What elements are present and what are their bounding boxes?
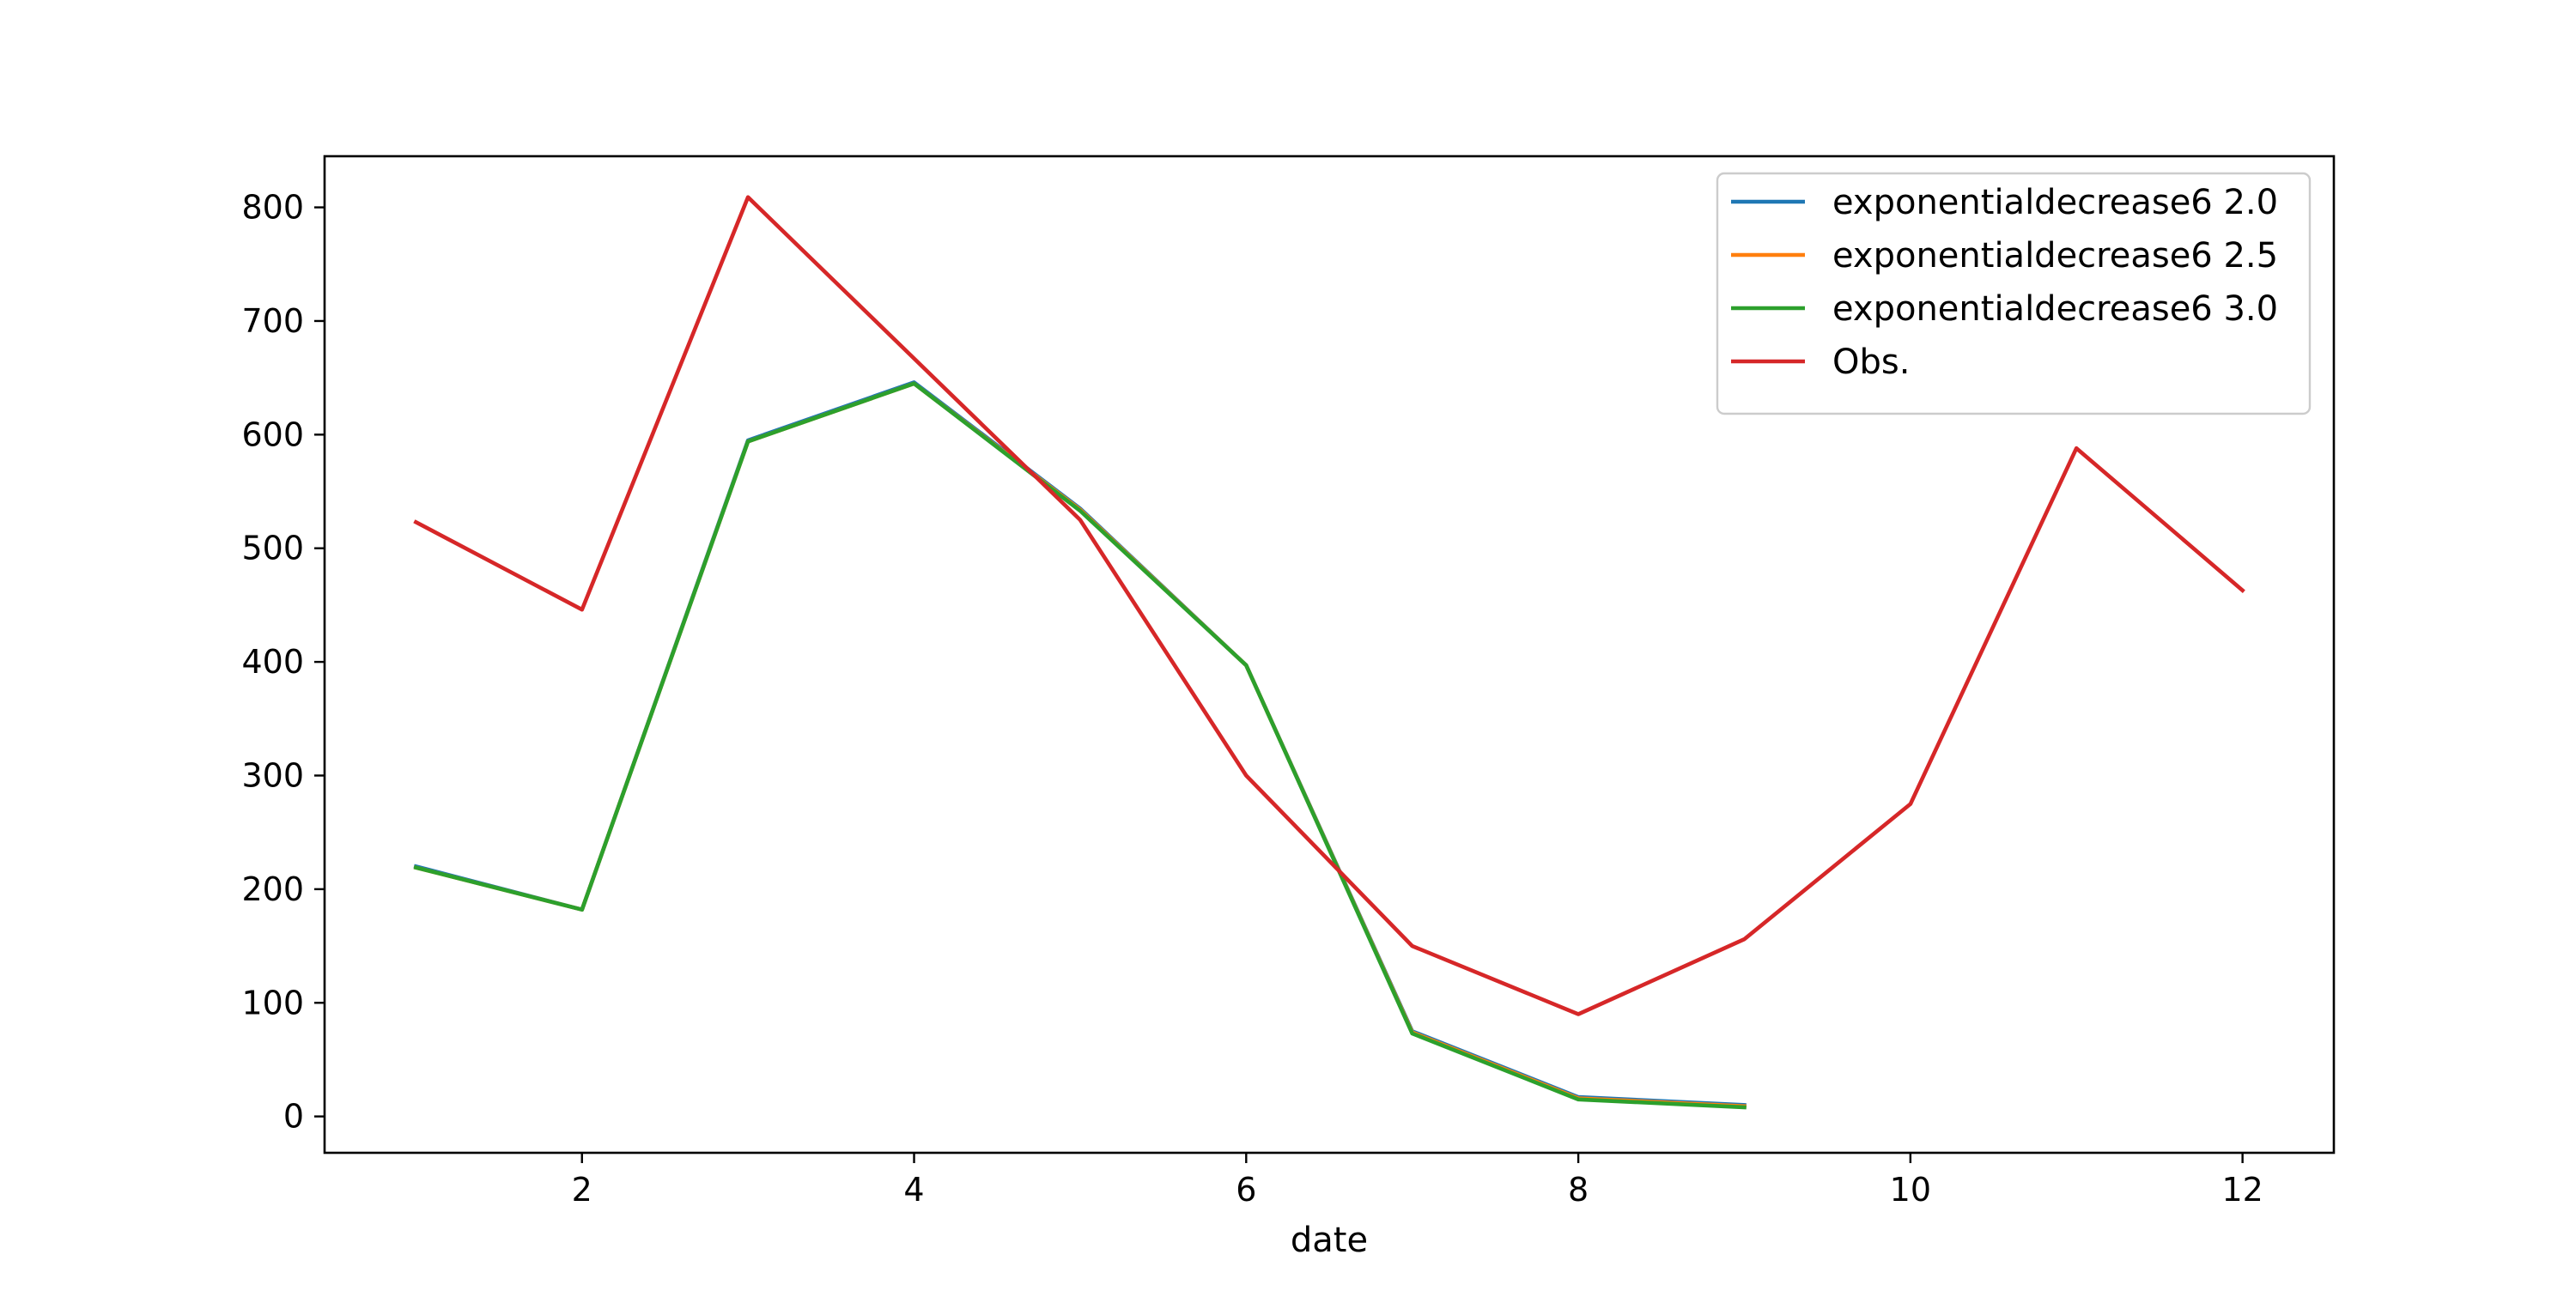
y-tick-label: 300 bbox=[241, 756, 304, 794]
legend-label-3: exponentialdecrease6 3.0 bbox=[1832, 289, 2278, 329]
series-line-3 bbox=[413, 381, 1747, 1110]
legend-label-4: Obs. bbox=[1832, 342, 1910, 382]
legend-box bbox=[1716, 172, 2312, 415]
axes-layer: 2 4 6 8 10 12 0 100 200 300 400 500 600 700 800 bbox=[241, 155, 2336, 1209]
series-line-4 bbox=[413, 195, 2245, 1016]
y-tick-label: 600 bbox=[241, 415, 304, 453]
plot-frame bbox=[323, 155, 2336, 1155]
y-tick-label: 500 bbox=[241, 530, 304, 567]
x-tick-label: 10 bbox=[1890, 1171, 1931, 1209]
legend-label-2: exponentialdecrease6 2.5 bbox=[1832, 236, 2278, 276]
y-tick-label: 400 bbox=[241, 643, 304, 681]
legend-label-1: exponentialdecrease6 2.0 bbox=[1832, 183, 2278, 222]
y-tick-label: 200 bbox=[241, 870, 304, 908]
x-tick-label: 12 bbox=[2221, 1171, 2263, 1209]
y-tick-label: 100 bbox=[241, 984, 304, 1021]
x-tick-label: 8 bbox=[1568, 1171, 1589, 1209]
series-layer bbox=[413, 195, 2245, 1110]
y-tick-label: 0 bbox=[283, 1098, 304, 1136]
x-tick-label: 4 bbox=[903, 1171, 924, 1209]
x-tick-label: 6 bbox=[1236, 1171, 1256, 1209]
x-axis-label: date bbox=[1291, 1221, 1368, 1260]
legend: exponentialdecrease6 2.0 exponentialdecre… bbox=[1716, 172, 2312, 415]
x-tick-label: 2 bbox=[572, 1171, 592, 1209]
y-tick-label: 800 bbox=[241, 189, 304, 227]
y-tick-label: 700 bbox=[241, 302, 304, 340]
